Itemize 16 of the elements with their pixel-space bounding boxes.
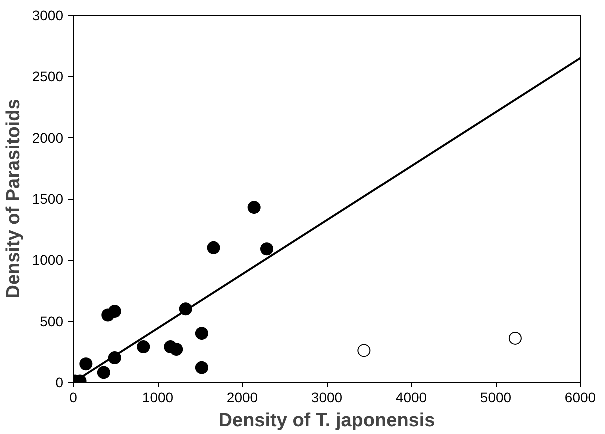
x-tick-label: 1000 — [142, 390, 174, 406]
y-tick-label: 2500 — [32, 68, 64, 85]
x-tick-label: 5000 — [480, 390, 512, 406]
y-tick-label: 500 — [40, 313, 64, 330]
x-tick-label: 4000 — [396, 390, 428, 406]
y-tick-label: 1000 — [32, 252, 64, 268]
x-tick-label: 0 — [70, 390, 78, 406]
y-tick-label: 2000 — [32, 130, 64, 146]
y-tick-label: 3000 — [32, 8, 64, 24]
y-tick-label: 0 — [56, 374, 64, 390]
y-axis-title: Density of Parasitoids — [3, 99, 24, 299]
x-axis-title: Density of T. japonensis — [218, 410, 436, 432]
y-tick-label: 1500 — [32, 191, 64, 207]
x-tick-label: 6000 — [564, 390, 596, 406]
x-tick-label: 2000 — [226, 390, 258, 406]
x-tick-label: 3000 — [311, 390, 343, 406]
